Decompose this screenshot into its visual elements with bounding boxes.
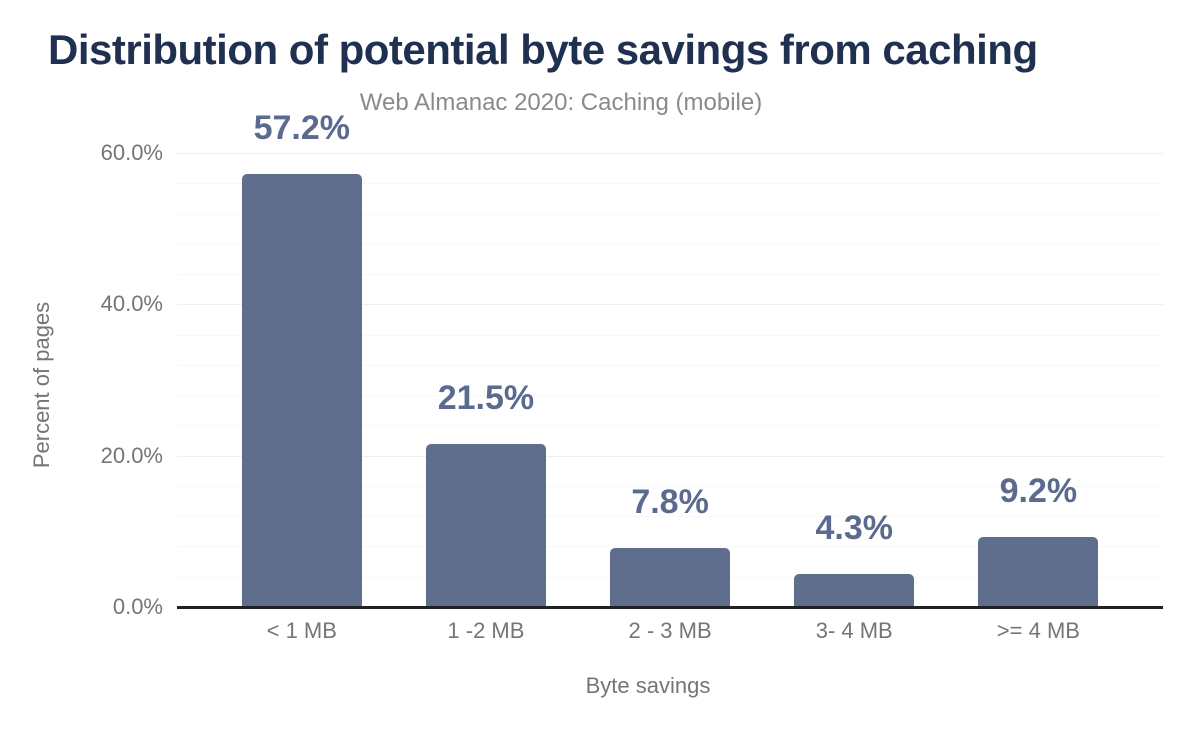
x-tick-label: >= 4 MB (996, 618, 1080, 643)
y-axis-title: Percent of pages (29, 301, 54, 469)
bar-value-label: 7.8% (631, 483, 709, 521)
y-tick-label: 20.0% (100, 442, 163, 468)
y-tick-label: 40.0% (100, 291, 163, 317)
y-tick-label: 0.0% (112, 594, 163, 619)
x-tick-label: 2 - 3 MB (628, 618, 712, 643)
minor-gridline (177, 183, 1163, 185)
y-tick-label: 60.0% (100, 140, 163, 165)
bar-value-label: 4.3% (815, 509, 893, 547)
minor-gridline (177, 546, 1163, 548)
bar-2-3MB (610, 548, 731, 607)
major-gridline (177, 153, 1163, 154)
bar-3-4MB (794, 574, 915, 607)
minor-gridline (177, 395, 1163, 397)
minor-gridline (177, 243, 1163, 245)
minor-gridline (177, 364, 1163, 366)
major-gridline (177, 304, 1163, 306)
x-tick-label: < 1 MB (266, 618, 337, 643)
major-gridline (177, 455, 1163, 457)
minor-gridline (177, 213, 1163, 215)
minor-gridline (177, 485, 1163, 487)
x-tick-label: 1 -2 MB (447, 618, 525, 643)
x-tick-label: 3- 4 MB (815, 618, 893, 643)
bar-1-2MB (425, 444, 546, 607)
chart-title: Distribution of potential byte savings f… (48, 26, 1038, 73)
minor-gridline (177, 274, 1163, 276)
bar-value-label: 21.5% (437, 379, 535, 417)
bar-<1MB (241, 174, 362, 607)
x-axis-title: Byte savings (585, 673, 711, 698)
chart-subtitle: Web Almanac 2020: Caching (mobile) (359, 89, 763, 116)
minor-gridline (177, 425, 1163, 427)
minor-gridline (177, 334, 1163, 336)
minor-gridline (177, 516, 1163, 518)
bar->=4MB (978, 537, 1099, 607)
bar-value-label: 9.2% (999, 472, 1078, 510)
bar-value-label: 57.2% (253, 109, 350, 147)
x-axis-line (177, 606, 1163, 609)
